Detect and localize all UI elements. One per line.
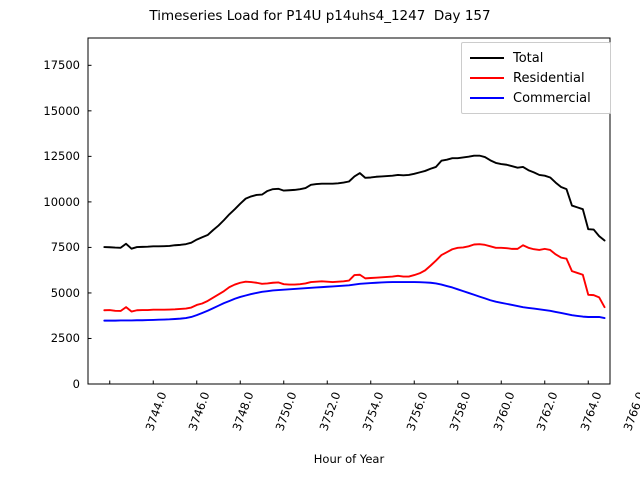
legend-swatch-residential bbox=[470, 77, 504, 79]
y-tick-label: 15000 bbox=[43, 103, 80, 118]
y-tick-label: 2500 bbox=[50, 331, 80, 346]
series-line-total bbox=[103, 154, 606, 250]
y-tick-label: 12500 bbox=[43, 149, 80, 164]
series-line-commercial bbox=[103, 281, 606, 322]
x-tick-label: 3758.0 bbox=[446, 390, 474, 433]
plot-frame bbox=[87, 37, 611, 385]
legend-label-commercial: Commercial bbox=[513, 90, 591, 106]
x-tick-label: 3750.0 bbox=[272, 390, 300, 433]
legend-item-residential: Residential bbox=[470, 68, 602, 88]
x-tick-label: 3764.0 bbox=[577, 390, 605, 433]
x-tick-label: 3760.0 bbox=[490, 390, 518, 433]
x-tick-label: 3756.0 bbox=[403, 390, 431, 433]
x-tick-label: 3746.0 bbox=[185, 390, 213, 433]
x-tick-label: 3754.0 bbox=[359, 390, 387, 433]
legend-label-residential: Residential bbox=[513, 70, 585, 86]
y-tick-label: 5000 bbox=[50, 285, 80, 300]
y-tick-label: 7500 bbox=[50, 240, 80, 255]
chart-legend: Total Residential Commercial bbox=[461, 42, 611, 114]
y-tick-label: 0 bbox=[72, 377, 80, 391]
x-tick-label: 3762.0 bbox=[533, 390, 561, 433]
x-tick-label: 3766.0 bbox=[620, 390, 640, 433]
y-tick-label: 10000 bbox=[43, 194, 80, 209]
legend-swatch-total bbox=[470, 57, 504, 59]
x-tick-label: 3744.0 bbox=[142, 390, 170, 433]
legend-swatch-commercial bbox=[470, 97, 504, 99]
legend-item-commercial: Commercial bbox=[470, 88, 602, 108]
y-tick-label: 17500 bbox=[43, 58, 80, 73]
x-tick-label: 3752.0 bbox=[316, 390, 344, 433]
legend-item-total: Total bbox=[470, 48, 602, 68]
chart-title: Timeseries Load for P14U p14uhs4_1247 Da… bbox=[149, 8, 491, 24]
series-line-residential bbox=[103, 243, 606, 313]
y-axis-tick-labels: 0 2500 5000 7500 10000 12500 15000 17500 bbox=[0, 0, 80, 480]
x-tick-label: 3748.0 bbox=[229, 390, 257, 433]
legend-label-total: Total bbox=[513, 50, 544, 66]
x-axis-label: Hour of Year bbox=[313, 452, 385, 466]
